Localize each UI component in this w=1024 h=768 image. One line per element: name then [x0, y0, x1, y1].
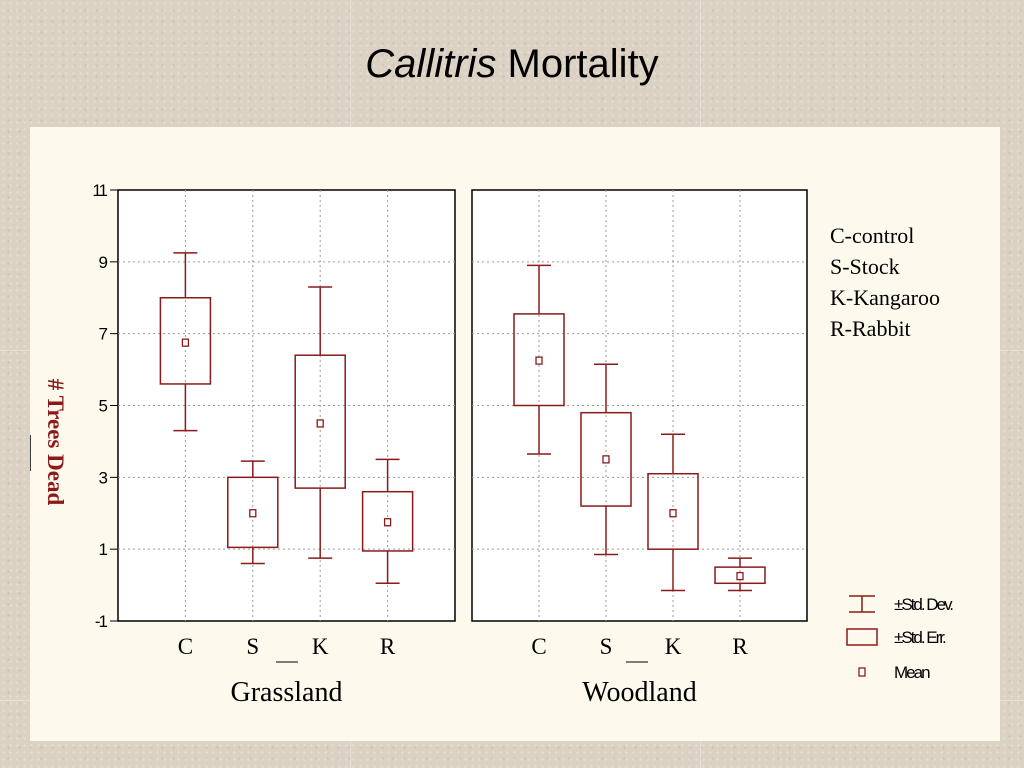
key-entry: C-control	[830, 223, 914, 248]
legend-label: ±Std. Dev.	[894, 595, 953, 614]
box-woodland-c	[513, 264, 565, 455]
legend-box-symbol	[846, 628, 878, 646]
box-grassland-k	[294, 286, 346, 559]
x-category-label: S	[600, 634, 613, 659]
x-category-label: R	[380, 634, 396, 659]
key-entry: R-Rabbit	[830, 316, 911, 341]
y-tick-label: 1	[99, 540, 108, 559]
se-box	[361, 490, 414, 552]
x-category-label: C	[178, 634, 193, 659]
mean-marker	[316, 419, 324, 428]
x-category-label: K	[665, 634, 682, 659]
legend-label: ±Std. Err.	[894, 628, 946, 647]
box-woodland-s	[580, 363, 632, 556]
mean-marker	[249, 509, 257, 518]
legend-mean-symbol	[858, 667, 866, 677]
mean-marker	[181, 338, 190, 347]
x-category-label: C	[531, 634, 546, 659]
y-tick-label: 3	[99, 468, 108, 487]
se-box	[647, 472, 699, 550]
se-box	[580, 411, 632, 507]
key-entry: K-Kangaroo	[830, 285, 940, 310]
mean-marker	[736, 571, 744, 581]
legend-whisker-symbol	[849, 595, 875, 613]
box-grassland-s	[227, 460, 279, 565]
mean-marker	[669, 509, 677, 518]
mean-marker	[602, 455, 610, 464]
title-italic: Callitris	[365, 42, 497, 86]
box-grassland-r	[361, 458, 414, 585]
se-box	[714, 566, 766, 585]
se-box	[513, 313, 565, 407]
y-axis-title: # Trees Dead	[43, 379, 68, 506]
se-box	[227, 476, 279, 549]
box-woodland-r	[714, 557, 766, 592]
box-plot-chart: -1 1 3 5 7 9 11 # Trees Dead C S K R Grassland C S K R Wo…	[30, 181, 955, 708]
panel-label: Woodland	[582, 677, 696, 708]
y-tick-label: 9	[99, 253, 108, 272]
box-grassland-c	[159, 252, 212, 432]
title-rest: Mortality	[507, 42, 659, 86]
x-category-label: K	[312, 634, 329, 659]
panel-label: Grassland	[231, 677, 343, 708]
slide-title: Callitris Mortality	[0, 42, 1024, 87]
legend-label: Mean	[894, 663, 930, 682]
x-category-label: R	[732, 634, 748, 659]
x-category-label: S	[246, 634, 259, 659]
chart-panel: -1 1 3 5 7 9 11 # Trees Dead C S K R Grassland C S K R Wo…	[30, 127, 1000, 741]
y-tick-label: 7	[99, 325, 108, 344]
mean-marker	[383, 518, 392, 527]
key-entry: S-Stock	[830, 254, 900, 279]
box-woodland-k	[647, 433, 699, 592]
y-tick-label: 5	[99, 397, 108, 416]
mean-marker	[535, 356, 543, 365]
se-box	[159, 297, 212, 385]
y-tick-label: -1	[95, 612, 108, 631]
y-tick-label: 11	[92, 181, 107, 200]
se-box	[294, 354, 346, 489]
